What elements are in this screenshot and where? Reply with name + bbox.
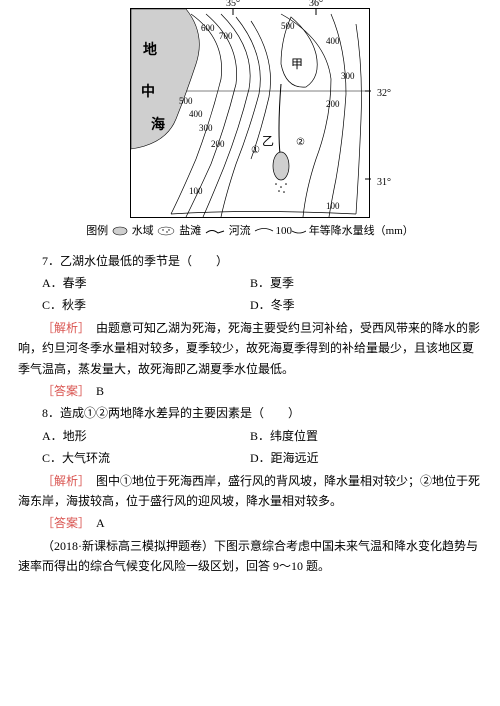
q8-answer: ［答案］ A — [18, 513, 482, 533]
iso-400a: 400 — [189, 107, 203, 122]
water-icon — [111, 226, 129, 236]
label-di: 地 — [143, 39, 157, 63]
legend-water: 水域 — [132, 225, 154, 237]
iso-icon-2 — [292, 226, 306, 236]
river-icon — [204, 226, 226, 236]
q8-explain: ［解析］ 图中①地位于死海西岸，盛行风的背风坡，降水量相对较少；②地位于死海东岸… — [18, 471, 482, 512]
legend-iso-val: 100 — [275, 225, 292, 237]
q8-opts-row2: C．大气环流 D．距海远近 — [18, 448, 482, 468]
coord-32: 32° — [377, 85, 391, 102]
legend-label: 图例 — [86, 225, 108, 237]
q7-answer-text: B — [84, 384, 104, 398]
iso-100b: 100 — [326, 199, 340, 214]
context-9-10: （2018·新课标高三模拟押题卷）下图示意综合考虑中国未来气温和降水变化趋势与速… — [18, 536, 482, 577]
mark-2: ② — [296, 134, 305, 151]
answer-tag-2: ［答案］ — [42, 516, 84, 530]
legend-salt: 盐滩 — [179, 225, 201, 237]
iso-700a: 700 — [219, 29, 233, 44]
map-legend: 图例 水域 盐滩 河流 100 年等降水量线（mm） — [18, 222, 482, 241]
q8-opt-b: B．纬度位置 — [250, 426, 482, 446]
explain-tag: ［解析］ — [42, 321, 84, 335]
legend-river: 河流 — [229, 225, 251, 237]
iso-300a: 300 — [199, 121, 213, 136]
salt-icon — [156, 226, 176, 236]
q7-opt-a: A．春季 — [18, 273, 250, 293]
q8-opt-a: A．地形 — [18, 426, 250, 446]
iso-600a: 600 — [201, 21, 215, 36]
label-zhong: 中 — [141, 81, 155, 105]
q7-opt-b: B．夏季 — [250, 273, 482, 293]
iso-100a: 100 — [189, 184, 203, 199]
iso-200a: 200 — [211, 137, 225, 152]
mark-1: ① — [251, 142, 260, 159]
iso-500b: 500 — [281, 19, 295, 34]
q8-opts-row1: A．地形 B．纬度位置 — [18, 426, 482, 446]
q8-stem: 8．造成①②两地降水差异的主要因素是（ ） — [18, 403, 482, 423]
q8-explain-text: 图中①地位于死海西岸，盛行风的背风坡，降水量相对较少；②地位于死海东岸，海拔较高… — [18, 474, 480, 508]
q8-opt-d: D．距海远近 — [250, 448, 482, 468]
explain-tag-2: ［解析］ — [42, 474, 84, 488]
label-hai: 海 — [151, 114, 165, 138]
q7-opt-d: D．冬季 — [250, 295, 482, 315]
label-yi: 乙 — [262, 131, 274, 151]
q7-explain-text: 由题意可知乙湖为死海，死海主要受约旦河补给，受西风带来的降水的影响，约旦河冬季水… — [18, 321, 480, 376]
q7-opts-row1: A．春季 B．夏季 — [18, 273, 482, 293]
coord-31: 31° — [377, 174, 391, 191]
map-container: 35° 36° 32° 31° — [18, 8, 482, 218]
iso-300b: 300 — [341, 69, 355, 84]
iso-400b: 400 — [326, 34, 340, 49]
iso-200b: 200 — [326, 97, 340, 112]
q8-answer-text: A — [84, 516, 105, 530]
label-jia: 甲 — [291, 54, 303, 74]
q7-opt-c: C．秋季 — [18, 295, 250, 315]
q7-opts-row2: C．秋季 D．冬季 — [18, 295, 482, 315]
contour-map: 35° 36° 32° 31° — [130, 8, 370, 218]
q7-answer: ［答案］ B — [18, 381, 482, 401]
q7-explain: ［解析］ 由题意可知乙湖为死海，死海主要受约旦河补给，受西风带来的降水的影响，约… — [18, 318, 482, 379]
iso-icon — [253, 226, 275, 236]
answer-tag: ［答案］ — [42, 384, 84, 398]
q7-stem: 7．乙湖水位最低的季节是（ ） — [18, 251, 482, 271]
legend-iso-desc: 年等降水量线（mm） — [309, 225, 414, 237]
q8-opt-c: C．大气环流 — [18, 448, 250, 468]
